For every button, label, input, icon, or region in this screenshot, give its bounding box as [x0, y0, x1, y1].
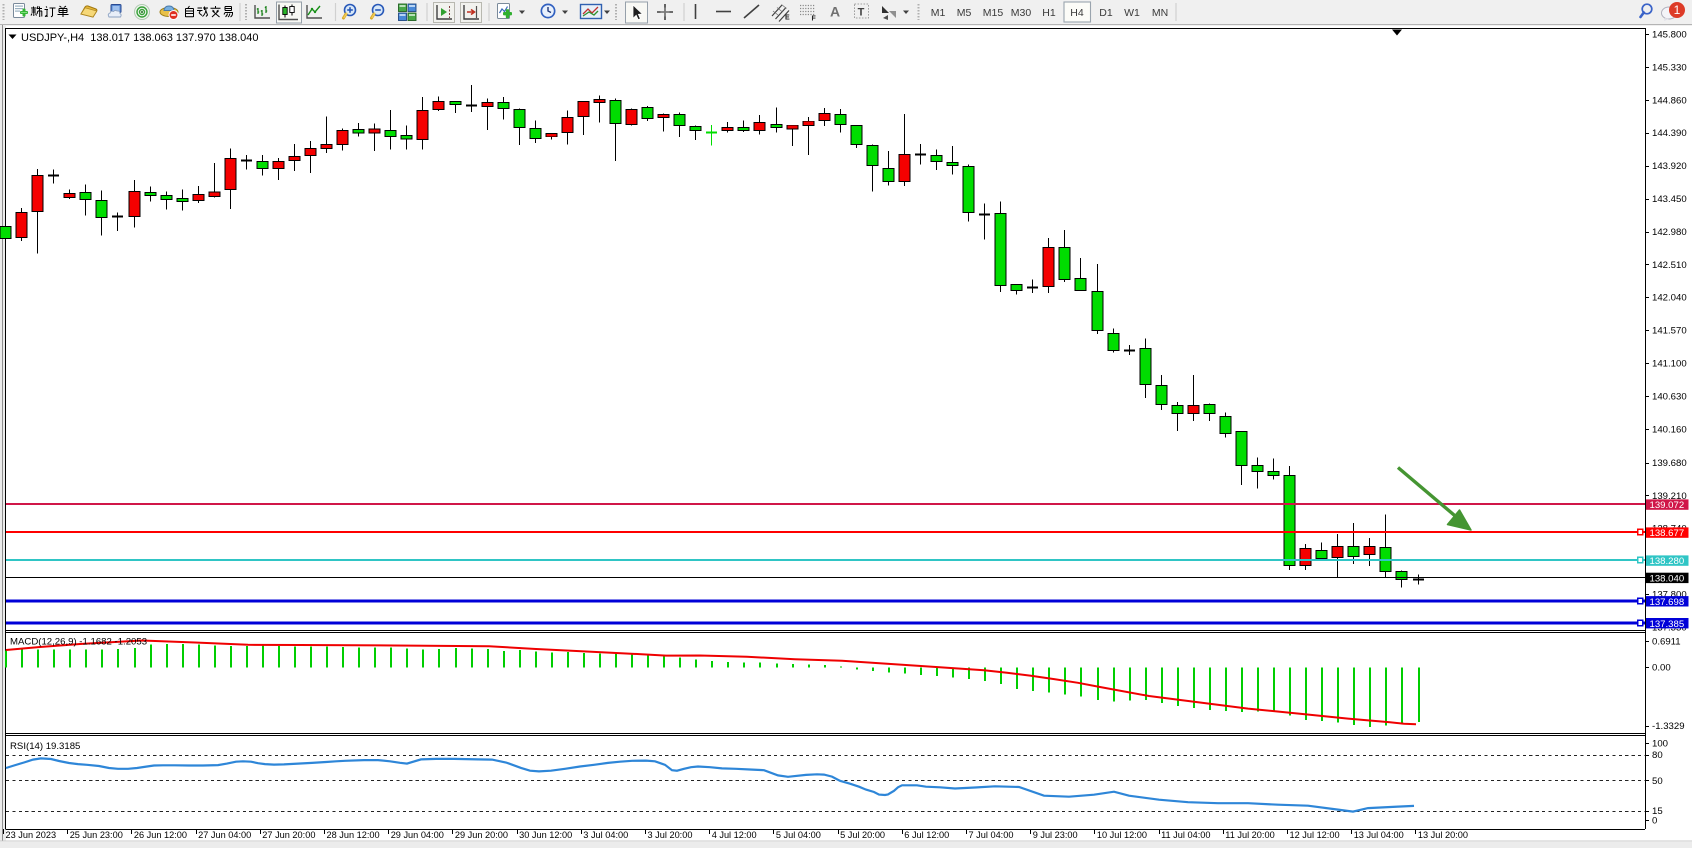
svg-text:141.100: 141.100: [1652, 359, 1687, 370]
svg-text:137.800: 137.800: [1652, 590, 1687, 601]
svg-text:0.00: 0.00: [1652, 663, 1671, 674]
svg-text:13 Jul 04:00: 13 Jul 04:00: [1354, 830, 1404, 840]
svg-text:M1: M1: [931, 7, 946, 19]
svg-text:142.510: 142.510: [1652, 260, 1687, 271]
svg-text:15: 15: [1652, 806, 1663, 817]
svg-text:27 Jun 04:00: 27 Jun 04:00: [198, 830, 251, 840]
svg-text:139.072: 139.072: [1650, 500, 1685, 511]
svg-text:MN: MN: [1152, 7, 1168, 19]
svg-text:140.630: 140.630: [1652, 391, 1687, 402]
svg-text:138.280: 138.280: [1650, 556, 1685, 567]
svg-text:12 Jul 12:00: 12 Jul 12:00: [1290, 830, 1340, 840]
svg-text:141.570: 141.570: [1652, 326, 1687, 337]
svg-text:139.210: 139.210: [1652, 491, 1687, 502]
svg-text:13 Jul 20:00: 13 Jul 20:00: [1418, 830, 1468, 840]
svg-text:0: 0: [1652, 815, 1657, 826]
svg-text:142.980: 142.980: [1652, 227, 1687, 238]
svg-text:0.6911: 0.6911: [1652, 636, 1681, 647]
svg-text:A: A: [830, 4, 840, 20]
svg-text:29 Jun 04:00: 29 Jun 04:00: [391, 830, 444, 840]
svg-text:11 Jul 20:00: 11 Jul 20:00: [1225, 830, 1274, 840]
svg-text:144.860: 144.860: [1652, 95, 1687, 106]
svg-text:138.040: 138.040: [1650, 574, 1685, 585]
svg-text:138.677: 138.677: [1650, 528, 1685, 539]
svg-text:M15: M15: [983, 7, 1004, 19]
svg-text:3 Jul 04:00: 3 Jul 04:00: [583, 830, 628, 840]
svg-text:5 Jul 20:00: 5 Jul 20:00: [840, 830, 885, 840]
svg-text:140.160: 140.160: [1652, 424, 1687, 435]
svg-text:7 Jul 04:00: 7 Jul 04:00: [969, 830, 1014, 840]
svg-text:5 Jul 04:00: 5 Jul 04:00: [776, 830, 821, 840]
svg-text:3 Jul 20:00: 3 Jul 20:00: [648, 830, 693, 840]
svg-text:29 Jun 20:00: 29 Jun 20:00: [455, 830, 508, 840]
svg-text:-1.3329: -1.3329: [1652, 721, 1685, 732]
svg-text:26 Jun 12:00: 26 Jun 12:00: [134, 830, 187, 840]
svg-text:142.040: 142.040: [1652, 293, 1687, 304]
svg-text:28 Jun 12:00: 28 Jun 12:00: [327, 830, 380, 840]
svg-text:23 Jun 2023: 23 Jun 2023: [6, 830, 57, 840]
svg-text:D1: D1: [1099, 7, 1113, 19]
svg-text:50: 50: [1652, 776, 1663, 787]
svg-text:27 Jun 20:00: 27 Jun 20:00: [262, 830, 315, 840]
svg-text:1: 1: [1674, 3, 1681, 17]
svg-text:100: 100: [1652, 738, 1668, 749]
svg-text:M30: M30: [1011, 7, 1032, 19]
svg-text:6 Jul 12:00: 6 Jul 12:00: [904, 830, 949, 840]
svg-text:10 Jul 12:00: 10 Jul 12:00: [1097, 830, 1147, 840]
svg-text:9 Jul 23:00: 9 Jul 23:00: [1033, 830, 1078, 840]
svg-text:143.450: 143.450: [1652, 194, 1687, 205]
svg-text:USDJPY-,H4 138.017 138.063 13: USDJPY-,H4 138.017 138.063 137.970 138.0…: [21, 32, 259, 44]
svg-text:W1: W1: [1124, 7, 1140, 19]
svg-text:H1: H1: [1042, 7, 1056, 19]
svg-text:4 Jul 12:00: 4 Jul 12:00: [712, 830, 757, 840]
svg-text:F: F: [812, 16, 817, 23]
svg-text:137.698: 137.698: [1650, 597, 1685, 608]
svg-text:80: 80: [1652, 750, 1663, 761]
svg-text:H4: H4: [1070, 7, 1084, 19]
svg-text:30 Jun 12:00: 30 Jun 12:00: [519, 830, 572, 840]
svg-text:144.390: 144.390: [1652, 128, 1687, 139]
svg-text:MACD(12,26,9) -1.1682 -1.2053: MACD(12,26,9) -1.1682 -1.2053: [10, 637, 147, 648]
svg-text:T: T: [858, 6, 865, 18]
svg-text:143.920: 143.920: [1652, 161, 1687, 172]
svg-text:145.330: 145.330: [1652, 62, 1687, 73]
svg-text:137.385: 137.385: [1650, 619, 1685, 630]
svg-text:139.680: 139.680: [1652, 458, 1687, 469]
svg-text:11 Jul 04:00: 11 Jul 04:00: [1161, 830, 1210, 840]
svg-text:25 Jun 23:00: 25 Jun 23:00: [70, 830, 123, 840]
svg-text:M5: M5: [957, 7, 972, 19]
svg-text:145.800: 145.800: [1652, 30, 1687, 41]
svg-text:E: E: [785, 15, 790, 22]
svg-text:RSI(14) 19.3185: RSI(14) 19.3185: [10, 741, 80, 752]
